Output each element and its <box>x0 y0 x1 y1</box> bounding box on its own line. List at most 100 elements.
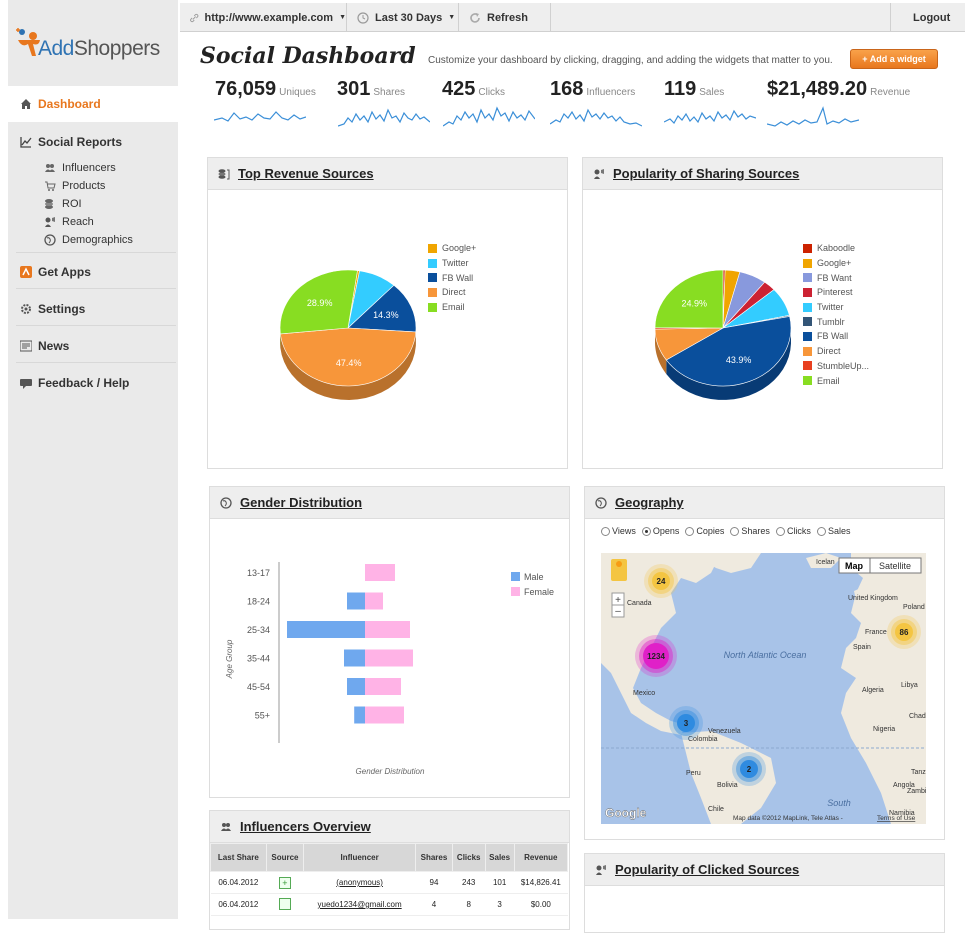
nav-sub-influencers[interactable]: Influencers <box>44 162 116 174</box>
sidebar-divider <box>16 252 176 253</box>
legend-item[interactable]: Pinterest <box>803 285 869 300</box>
nav-sub-roi[interactable]: ROI <box>44 198 82 210</box>
legend-item[interactable]: Direct <box>803 344 869 359</box>
logout-button[interactable]: Logout <box>890 3 965 32</box>
legend-item[interactable]: Kaboodle <box>803 241 869 256</box>
table-header[interactable]: Revenue <box>514 844 567 872</box>
nav-social-reports[interactable]: Social Reports <box>20 135 122 149</box>
legend-item[interactable]: Direct <box>428 285 476 300</box>
svg-text:86: 86 <box>900 628 909 637</box>
nav-dashboard[interactable]: Dashboard <box>20 97 101 111</box>
panel-header[interactable]: Popularity of Clicked Sources <box>585 854 944 886</box>
bar-female[interactable] <box>365 621 410 638</box>
bar-female[interactable] <box>365 564 395 581</box>
table-cell: 4 <box>416 894 453 916</box>
globe-icon <box>595 497 607 509</box>
panel-sharing-sources[interactable]: Popularity of Sharing Sources 43.9%24.9%… <box>582 157 943 469</box>
legend-item[interactable]: StumbleUp... <box>803 359 869 374</box>
nav-get-apps[interactable]: Get Apps <box>20 265 91 279</box>
legend-item[interactable]: Email <box>428 300 476 315</box>
addshoppers-logo[interactable]: AddShoppers <box>12 20 172 70</box>
legend-swatch <box>511 587 520 596</box>
legend-item[interactable]: FB Want <box>803 270 869 285</box>
table-header[interactable]: Sales <box>485 844 514 872</box>
map-cluster-marker[interactable]: 1234 <box>635 635 677 677</box>
bar-male[interactable] <box>347 593 365 610</box>
nav-settings[interactable]: Settings <box>20 302 85 316</box>
panel-header[interactable]: Popularity of Sharing Sources <box>583 158 942 190</box>
bar-male[interactable] <box>354 707 365 724</box>
map-type-map-button[interactable]: Map <box>839 558 870 573</box>
table-header[interactable]: Influencer <box>304 844 416 872</box>
bar-female[interactable] <box>365 593 383 610</box>
radio-circle <box>601 527 610 536</box>
table-header[interactable]: Last Share <box>211 844 267 872</box>
bar-female[interactable] <box>365 650 413 667</box>
geo-radio-shares[interactable]: Shares <box>730 526 770 536</box>
sparkline-clicks <box>443 104 535 130</box>
map-cluster-marker[interactable]: 3 <box>669 706 703 740</box>
zoom-out-button[interactable]: – <box>612 605 624 617</box>
table-header[interactable]: Source <box>266 844 303 872</box>
legend-item[interactable]: FB Wall <box>428 270 476 285</box>
bar-male[interactable] <box>347 678 365 695</box>
legend-item[interactable]: FB Wall <box>803 329 869 344</box>
geo-radio-sales[interactable]: Sales <box>817 526 851 536</box>
nav-sub-reach[interactable]: Reach <box>44 216 94 228</box>
map-place-label: Chad <box>909 713 926 720</box>
geo-radio-copies[interactable]: Copies <box>685 526 724 536</box>
date-range-dropdown[interactable]: Last 30 Days▼ <box>347 3 459 32</box>
pie-data-label: 47.4% <box>336 358 362 368</box>
geo-radio-views[interactable]: Views <box>601 526 636 536</box>
legend-item[interactable]: Tumblr <box>803 314 869 329</box>
radio-circle <box>730 527 739 536</box>
legend-item[interactable]: Twitter <box>428 256 476 271</box>
geo-radio-opens[interactable]: Opens <box>642 526 680 536</box>
legend-item[interactable]: Google+ <box>803 256 869 271</box>
y-tick-label: 35-44 <box>247 654 270 664</box>
panel-header[interactable]: Geography <box>585 487 944 519</box>
panel-header[interactable]: Influencers Overview <box>210 811 569 843</box>
legend-item[interactable]: Google+ <box>428 241 476 256</box>
nav-feedback-help[interactable]: Feedback / Help <box>20 376 129 390</box>
svg-text:+: + <box>615 595 621 606</box>
panel-header[interactable]: Top Revenue Sources <box>208 158 567 190</box>
bar-female[interactable] <box>365 707 404 724</box>
sidebar-divider <box>16 288 176 289</box>
refresh-button[interactable]: Refresh <box>459 3 551 32</box>
nav-sub-demographics[interactable]: Demographics <box>44 234 133 246</box>
geo-radio-clicks[interactable]: Clicks <box>776 526 811 536</box>
add-widget-button[interactable]: + Add a widget <box>850 49 938 69</box>
legend-label: Email <box>442 302 465 312</box>
legend-item[interactable]: Twitter <box>803 300 869 315</box>
terms-of-use-link[interactable]: Terms of Use <box>877 815 916 822</box>
legend-label: Direct <box>442 287 466 297</box>
cart-icon <box>44 180 56 192</box>
pegman-icon[interactable] <box>611 559 627 581</box>
bar-female[interactable] <box>365 678 401 695</box>
table-header[interactable]: Shares <box>416 844 453 872</box>
legend-swatch <box>803 288 812 297</box>
bar-male[interactable] <box>287 621 365 638</box>
panel-top-revenue[interactable]: Top Revenue Sources 14.3%47.4%28.9% Goog… <box>207 157 568 469</box>
panel-header[interactable]: Gender Distribution <box>210 487 569 519</box>
map-cluster-marker[interactable]: 24 <box>644 564 678 598</box>
map-type-satellite-button[interactable]: Satellite <box>870 558 921 573</box>
table-header[interactable]: Clicks <box>452 844 485 872</box>
panel-clicked-sources[interactable]: Popularity of Clicked Sources <box>584 853 945 933</box>
svg-text:1234: 1234 <box>647 652 665 661</box>
map-cluster-marker[interactable]: 2 <box>732 752 766 786</box>
url-dropdown[interactable]: http://www.example.com▼ <box>180 3 347 32</box>
zoom-in-button[interactable]: + <box>612 593 624 606</box>
bar-male[interactable] <box>344 650 365 667</box>
nav-sub-products[interactable]: Products <box>44 180 105 192</box>
panel-title: Popularity of Clicked Sources <box>615 862 799 877</box>
legend-item[interactable]: Email <box>803 373 869 388</box>
nav-news[interactable]: News <box>20 339 69 353</box>
map-cluster-marker[interactable]: 86 <box>887 615 921 649</box>
